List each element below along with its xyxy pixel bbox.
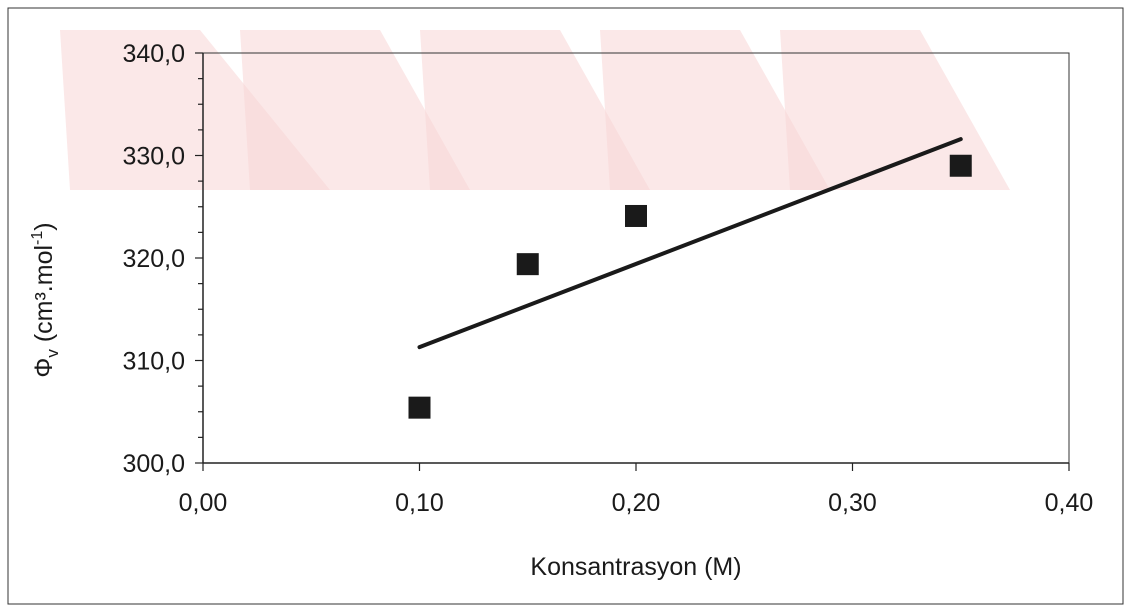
y-tick-label: 300,0 (122, 450, 185, 478)
data-point (516, 253, 539, 276)
y-tick-labels: 300,0 310,0 320,0 330,0 340,0 (122, 40, 185, 478)
data-point (625, 204, 647, 227)
watermark-stripe (780, 30, 1010, 190)
y-axis-label-symbol: Φ (30, 358, 58, 378)
chart-frame (7, 7, 1124, 605)
x-tick-label: 0,00 (179, 489, 228, 517)
x-tick-labels: 0,00 0,10 0,20 0,30 0,40 (179, 489, 1094, 517)
y-axis-label-superscript: -1 (29, 231, 46, 245)
x-tick-label: 0,30 (828, 489, 877, 517)
y-tick-label: 330,0 (122, 143, 185, 171)
axes (195, 52, 1070, 471)
data-points (408, 154, 972, 419)
y-axis-label-unit: (cm³.mol (30, 245, 58, 349)
data-point (949, 154, 972, 177)
watermark-logo (60, 30, 1010, 190)
x-tick-label: 0,40 (1045, 489, 1094, 517)
y-tick-label: 340,0 (122, 40, 185, 68)
watermark-stripe (240, 30, 470, 190)
x-axis-label: Konsantrasyon (M) (530, 553, 741, 581)
y-tick-label: 320,0 (122, 245, 185, 273)
y-axis-label-subscript: v (43, 349, 62, 358)
y-axis-label: Φv (cm³.mol-1) (29, 222, 62, 377)
watermark-stripe (600, 30, 830, 190)
y-axis-label-suffix: ) (30, 222, 58, 230)
x-tick-label: 0,20 (612, 489, 661, 517)
x-tick-label: 0,10 (395, 489, 444, 517)
watermark-stripe (420, 30, 650, 190)
trendline (417, 137, 963, 350)
y-tick-label: 310,0 (122, 348, 185, 376)
data-point (408, 396, 431, 419)
